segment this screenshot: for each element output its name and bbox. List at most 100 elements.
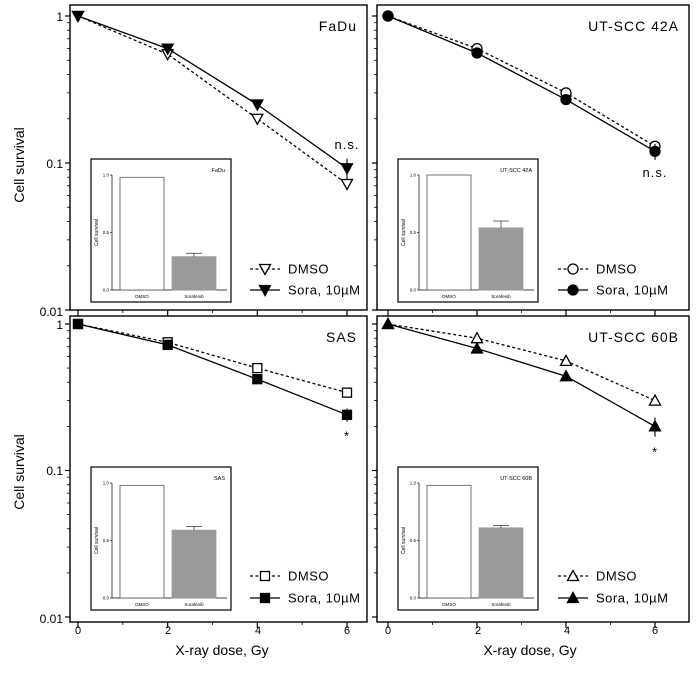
inset-xtick-label: DMSO	[135, 602, 149, 607]
data-point-sora	[470, 341, 484, 354]
data-point-sora	[471, 47, 483, 59]
xtick-label-right-0: 0	[385, 625, 391, 637]
data-point-sora	[559, 369, 573, 382]
data-point-sora	[560, 93, 572, 106]
legend: DMSO Sora, 10µM	[558, 262, 668, 298]
series-line-dmso	[387, 323, 656, 402]
legend-label-dmso: DMSO	[288, 262, 329, 277]
xtick-label-left-2: 2	[165, 625, 171, 637]
inset-bar-dmso	[426, 174, 472, 291]
data-point-sora	[340, 163, 354, 176]
inset-xtick-label: DMSO	[442, 294, 456, 299]
inset-ylabel: Cell survival	[401, 527, 407, 554]
legend-label-sora: Sora, 10µM	[596, 591, 668, 606]
inset-ytick-label: 0.0	[103, 596, 110, 601]
legend-marker	[258, 284, 272, 297]
panel-title: UT-SCC 60B	[588, 329, 679, 345]
inset-ytick-label: 0.0	[410, 288, 417, 293]
panel-frame	[69, 4, 368, 311]
inset-bar-chart: 1.0 0.5 0.0 Cell survival UT-SCC 42A DMSO Sora…	[397, 158, 539, 303]
inset-xtick-label: Sorafenib	[491, 294, 511, 299]
inset-title: UT-SCC 60B	[500, 476, 532, 482]
data-point-sora	[252, 374, 263, 385]
data-point-sora	[71, 10, 85, 23]
inset-ytick-label: 1.0	[410, 481, 417, 486]
series-line-sora	[387, 323, 656, 427]
inset-xtick-label: DMSO	[135, 294, 149, 299]
legend-marker	[259, 592, 271, 604]
legend-label-sora: Sora, 10µM	[596, 283, 668, 298]
inset-xtick-label: Sorafenib	[184, 294, 204, 299]
panel-3: SAS 1.0 0.5 0.0 Cell survival SAS DMSO Sorafeni…	[65, 315, 368, 628]
data-point-sora	[648, 419, 662, 432]
inset-ytick-label: 1.0	[103, 173, 110, 178]
series-line-sora	[77, 323, 348, 416]
legend: DMSO Sora, 10µM	[558, 569, 668, 606]
ylabel-top: Cell survival	[11, 127, 27, 202]
panel-frame	[69, 315, 368, 623]
inset-xtick-label: DMSO	[442, 602, 456, 607]
legend-marker	[259, 570, 271, 582]
inset-ytick-label: 1.0	[410, 173, 417, 178]
panel-frame	[376, 4, 690, 311]
inset-bar-chart: 1.0 0.5 0.0 Cell survival UT-SCC 60B DMSO Sora…	[397, 466, 539, 611]
inset-ytick-label: 1.0	[103, 481, 110, 486]
data-point-dmso	[559, 354, 573, 367]
xlabel-left: X-ray dose, Gy	[175, 642, 268, 658]
xtick-label-right-6: 6	[652, 625, 658, 637]
xtick-label-right-4: 4	[564, 625, 570, 637]
inset-ylabel: Cell survival	[94, 219, 100, 246]
data-point-sora	[250, 99, 264, 112]
legend-marker	[567, 263, 579, 275]
panel-2: UT-SCC 42A 1.0 0.5 0.0 Cell survival UT-SCC 4…	[372, 4, 690, 316]
inset-ylabel: Cell survival	[401, 219, 407, 246]
panel-1: FaDu 1.0 0.5 0.0 Cell survival FaDu DMSO Sorafe…	[65, 4, 368, 316]
legend-label-dmso: DMSO	[596, 569, 637, 584]
legend-marker	[566, 591, 580, 604]
ylabel-bottom: Cell survival	[11, 434, 27, 509]
significance-annotation: n.s.	[335, 137, 360, 152]
inset-bar-chart: 1.0 0.5 0.0 Cell survival SAS DMSO Sorafenib	[90, 466, 232, 611]
inset-bar-dmso	[119, 484, 165, 599]
data-point-sora	[341, 409, 353, 420]
ytick-label-bottom-0.1: 0.1	[46, 464, 63, 478]
data-point-dmso	[341, 387, 353, 398]
significance-annotation: *	[652, 444, 658, 459]
ytick-label-top-0.1: 0.1	[46, 157, 63, 171]
panel-frame	[376, 315, 690, 623]
inset-ylabel: Cell survival	[94, 527, 100, 554]
legend: DMSO Sora, 10µM	[250, 262, 360, 298]
data-point-dmso	[252, 362, 263, 374]
significance-annotation: n.s.	[643, 165, 668, 180]
inset-title: SAS	[214, 476, 225, 482]
ytick-label-top-0.01: 0.01	[40, 305, 64, 319]
legend-label-sora: Sora, 10µM	[288, 283, 360, 298]
xtick-label-right-2: 2	[475, 625, 481, 637]
data-point-sora	[381, 317, 395, 330]
inset-ytick-label: 0.5	[103, 538, 110, 543]
data-point-sora	[72, 318, 84, 330]
inset-bar-sorafenib	[171, 529, 217, 599]
legend: DMSO Sora, 10µM	[250, 569, 360, 606]
inset-bar-chart: 1.0 0.5 0.0 Cell survival FaDu DMSO Sorafenib	[90, 158, 232, 303]
legend-marker	[567, 284, 579, 296]
inset-bar-sorafenib	[478, 227, 524, 291]
significance-annotation: *	[344, 429, 350, 444]
data-point-sora	[162, 339, 173, 351]
xtick-label-left-0: 0	[75, 625, 81, 637]
data-point-sora	[382, 10, 394, 22]
inset-bar-sorafenib	[478, 527, 524, 599]
data-point-sora	[649, 145, 661, 158]
inset-bar-dmso	[119, 176, 165, 291]
inset-ytick-label: 0.0	[410, 596, 417, 601]
panel-title: FaDu	[319, 18, 357, 34]
inset-xtick-label: Sorafenib	[184, 602, 204, 607]
series-line-sora	[77, 15, 348, 169]
inset-bar-sorafenib	[171, 256, 217, 291]
inset-ytick-label: 0.5	[410, 230, 417, 235]
legend-label-dmso: DMSO	[288, 569, 329, 584]
xtick-label-left-4: 4	[255, 625, 261, 637]
inset-ytick-label: 0.0	[103, 288, 110, 293]
series-line-sora	[387, 15, 656, 152]
xtick-label-left-6: 6	[344, 625, 350, 637]
